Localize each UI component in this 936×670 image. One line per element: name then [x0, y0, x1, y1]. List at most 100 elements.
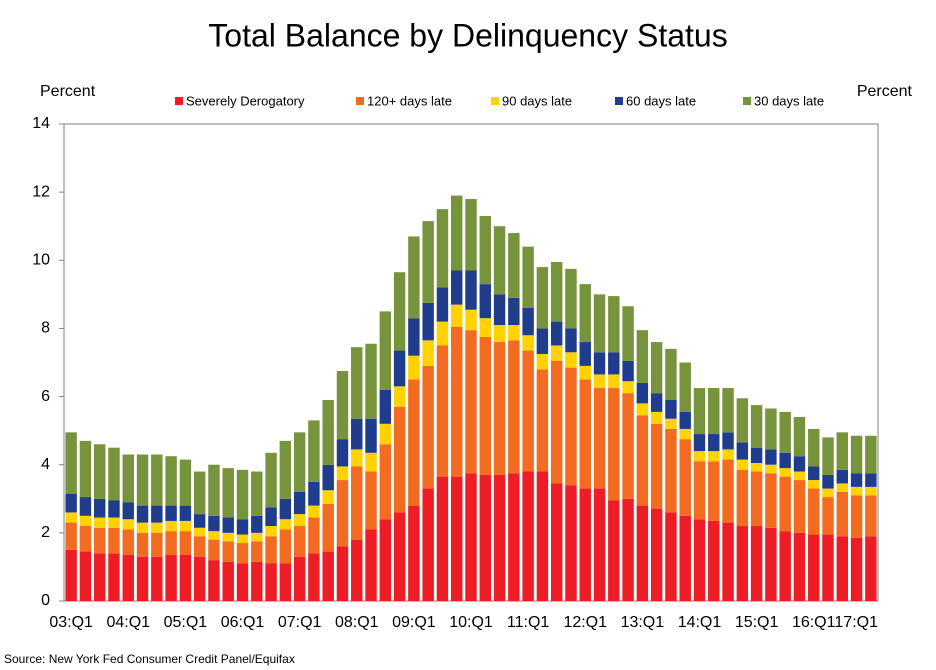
bar-segment: [650, 509, 663, 601]
legend-label: 120+ days late: [367, 93, 452, 108]
bar-segment: [593, 388, 606, 489]
bar-segment: [465, 198, 477, 271]
bar-segment: [422, 488, 434, 601]
bar-segment: [193, 471, 206, 515]
bar-segment: [550, 360, 563, 484]
bar-segment: [279, 440, 292, 499]
bar-segment: [793, 456, 806, 472]
bar-segment: [779, 411, 791, 453]
bar-segment: [93, 517, 106, 528]
bar-segment: [722, 449, 734, 460]
bar-segment: [736, 526, 749, 601]
bar-segment: [379, 423, 392, 445]
bar-segment: [236, 563, 249, 601]
bar-segment: [308, 481, 320, 506]
source-note: Source: New York Fed Consumer Credit Pan…: [4, 652, 295, 666]
bar-segment: [808, 480, 820, 489]
bar-segment: [422, 340, 434, 366]
bar-segment: [622, 393, 634, 499]
bar-segment: [308, 517, 320, 554]
bar-segment: [293, 556, 306, 601]
bar-segment: [79, 497, 92, 516]
bar-segment: [322, 490, 334, 504]
bar-segment: [536, 369, 549, 472]
bar-segment: [793, 471, 806, 481]
bar-segment: [251, 561, 263, 601]
bar-segment: [579, 342, 591, 366]
bar-segment: [279, 519, 292, 530]
bar-segment: [736, 469, 749, 527]
bar-segment: [850, 435, 863, 474]
bar-segment: [822, 474, 834, 489]
x-tick-label: 08:Q1: [335, 614, 379, 631]
bar-segment: [265, 526, 277, 537]
bar-segment: [693, 451, 706, 462]
bar-segment: [522, 307, 534, 336]
bar-segment: [322, 399, 334, 465]
bar-segment: [65, 432, 77, 494]
bar-segment: [593, 488, 606, 601]
bar-segment: [636, 382, 649, 404]
bar-segment: [808, 428, 820, 467]
bar-segment: [765, 449, 777, 465]
bar-segment: [408, 318, 420, 356]
bar-segment: [636, 505, 649, 601]
bar-segment: [622, 306, 634, 361]
bar-segment: [93, 444, 106, 499]
bar-segment: [222, 532, 234, 542]
bar-segment: [622, 498, 634, 601]
bar-segment: [222, 541, 234, 562]
y-axis-label: Percent: [40, 83, 96, 100]
bar-segment: [722, 459, 734, 523]
bar-segment: [336, 439, 349, 467]
bar-segment: [236, 543, 249, 564]
bar-segment: [393, 272, 406, 351]
bar-segment: [665, 418, 677, 429]
bar-segment: [750, 471, 763, 527]
bar-segment: [179, 505, 192, 521]
x-tick-label: 05:Q1: [164, 614, 208, 631]
bar-segment: [608, 388, 620, 501]
bar-segment: [436, 209, 449, 288]
bar-segment: [65, 512, 77, 523]
bar-segment: [393, 512, 406, 601]
bar-segment: [565, 367, 577, 486]
y-tick-label: 14: [32, 115, 50, 132]
bar-segment: [522, 471, 534, 601]
bar-segment: [822, 497, 834, 535]
bar-segment: [165, 555, 177, 601]
bar-segment: [622, 360, 634, 382]
x-tick-label: 17:Q1: [834, 614, 878, 631]
bar-segment: [493, 294, 506, 326]
bar-segment: [322, 503, 334, 552]
bar-segment: [850, 495, 863, 538]
bar-segment: [265, 536, 277, 564]
bar-segment: [251, 515, 263, 533]
bar-segment: [351, 347, 363, 419]
bar-segment: [179, 555, 192, 601]
bar-segment: [465, 473, 477, 601]
bar-segment: [222, 517, 234, 533]
bar-segment: [93, 553, 106, 601]
bar-segment: [493, 226, 506, 295]
bar-segment: [550, 261, 563, 322]
legend-swatch: [356, 97, 364, 105]
legend-label: 90 days late: [502, 93, 572, 108]
bar-segment: [108, 500, 120, 518]
bar-segment: [422, 221, 434, 303]
bar-segment: [765, 473, 777, 528]
x-tick-label: 11:Q1: [507, 614, 550, 631]
bar-segment: [679, 428, 691, 440]
bar-segment: [479, 284, 491, 319]
bar-segment: [308, 553, 320, 601]
bar-segment: [151, 505, 163, 523]
bar-segment: [393, 350, 406, 387]
bar-segment: [836, 483, 849, 492]
legend-label: 30 days late: [754, 93, 824, 108]
bar-segment: [679, 411, 691, 429]
bar-segment: [179, 531, 192, 556]
bar-segment: [808, 466, 820, 481]
bar-segment: [650, 393, 663, 412]
x-tick-label: 10:Q1: [449, 614, 493, 631]
